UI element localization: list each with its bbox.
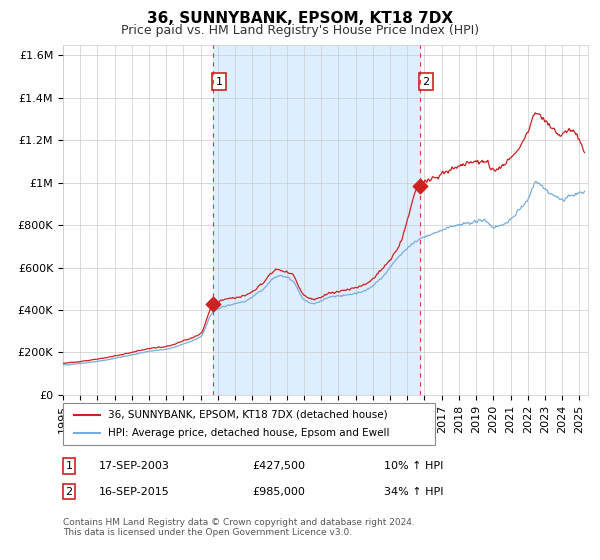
Text: 36, SUNNYBANK, EPSOM, KT18 7DX: 36, SUNNYBANK, EPSOM, KT18 7DX [147,11,453,26]
Text: Price paid vs. HM Land Registry's House Price Index (HPI): Price paid vs. HM Land Registry's House … [121,24,479,36]
Text: 10% ↑ HPI: 10% ↑ HPI [384,461,443,471]
Text: 36, SUNNYBANK, EPSOM, KT18 7DX (detached house): 36, SUNNYBANK, EPSOM, KT18 7DX (detached… [107,410,387,420]
Text: 1: 1 [65,461,73,471]
Text: 17-SEP-2003: 17-SEP-2003 [99,461,170,471]
Text: 16-SEP-2015: 16-SEP-2015 [99,487,170,497]
Text: 1: 1 [215,77,223,87]
Text: 2: 2 [422,77,429,87]
Text: HPI: Average price, detached house, Epsom and Ewell: HPI: Average price, detached house, Epso… [107,428,389,438]
Text: £985,000: £985,000 [252,487,305,497]
Point [208,300,218,309]
Point [415,181,424,190]
Text: Contains HM Land Registry data © Crown copyright and database right 2024.
This d: Contains HM Land Registry data © Crown c… [63,518,415,538]
Text: £427,500: £427,500 [252,461,305,471]
FancyBboxPatch shape [63,403,435,445]
Text: 34% ↑ HPI: 34% ↑ HPI [384,487,443,497]
Text: 2: 2 [65,487,73,497]
Bar [213,45,419,395]
